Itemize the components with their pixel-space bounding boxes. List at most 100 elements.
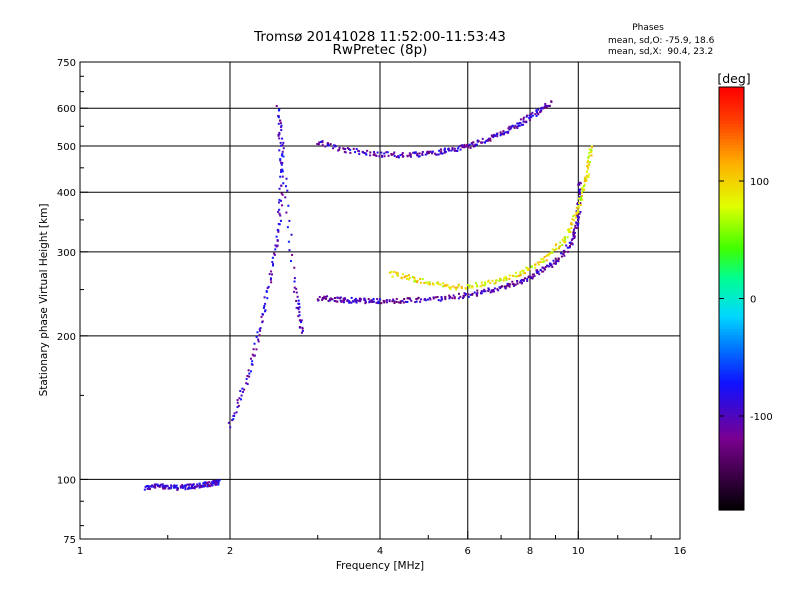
- echo-point: [421, 277, 424, 280]
- echo-point: [508, 274, 511, 277]
- echo-point: [471, 293, 474, 296]
- echo-point: [587, 156, 590, 159]
- echo-point: [160, 483, 163, 486]
- echo-point: [334, 300, 337, 303]
- colorbar-segment: [719, 213, 744, 218]
- echo-point: [268, 273, 271, 276]
- echo-point: [393, 301, 396, 304]
- echo-point: [287, 240, 290, 243]
- echo-point: [463, 292, 466, 295]
- echo-point: [444, 150, 447, 153]
- colorbar-segment: [719, 222, 744, 227]
- echo-point: [278, 208, 281, 211]
- colorbar-segment: [719, 256, 744, 260]
- echo-point: [431, 150, 434, 153]
- echo-point: [338, 146, 341, 149]
- echo-point: [357, 149, 360, 152]
- echo-point: [471, 286, 474, 289]
- echo-point: [397, 155, 400, 158]
- colorbar-segment: [719, 428, 744, 433]
- echo-point: [354, 297, 357, 300]
- echo-point: [189, 487, 192, 490]
- echo-point: [326, 295, 329, 298]
- echo-point: [419, 300, 422, 303]
- echo-point: [236, 401, 239, 404]
- echo-point: [346, 300, 349, 303]
- colorbar-segment: [719, 168, 744, 173]
- colorbar-segment: [719, 386, 744, 390]
- echo-point: [540, 258, 543, 261]
- echo-point: [578, 191, 581, 194]
- echo-point: [316, 142, 319, 145]
- echo-point: [522, 269, 525, 272]
- y-tick-label: 600: [57, 104, 76, 115]
- echo-point: [401, 299, 404, 302]
- echo-point: [293, 277, 296, 280]
- echo-point: [419, 278, 422, 281]
- echo-point: [551, 248, 554, 251]
- echo-point: [466, 143, 469, 146]
- colorbar-segment: [719, 141, 744, 146]
- echo-point: [504, 287, 507, 290]
- echo-point: [288, 219, 291, 222]
- colorbar-segment: [719, 328, 744, 333]
- colorbar-segment: [719, 407, 744, 411]
- echo-point: [212, 480, 215, 483]
- echo-point: [588, 154, 591, 157]
- echo-point: [576, 209, 579, 212]
- echo-point: [458, 145, 461, 148]
- echo-point: [279, 214, 282, 217]
- echo-point: [436, 296, 439, 299]
- echo-point: [578, 183, 581, 186]
- echo-point: [431, 282, 434, 285]
- colorbar-segment: [719, 455, 744, 460]
- echo-point: [403, 298, 406, 301]
- echo-point: [491, 279, 494, 282]
- echo-point: [572, 215, 575, 218]
- echo-point: [246, 383, 249, 386]
- echo-point: [563, 250, 566, 253]
- echo-point: [570, 221, 573, 224]
- colorbar-segment: [719, 446, 744, 451]
- echo-point: [507, 131, 510, 134]
- echo-point: [148, 488, 151, 491]
- colorbar-segment: [719, 440, 744, 445]
- colorbar-segment: [719, 361, 744, 366]
- echo-point: [504, 276, 507, 279]
- echo-point: [277, 222, 280, 225]
- colorbar-segment: [719, 322, 744, 327]
- colorbar-segment: [719, 503, 744, 508]
- echo-point: [426, 298, 429, 301]
- echo-point: [450, 286, 453, 289]
- echo-point: [275, 104, 278, 107]
- echo-point: [516, 280, 519, 283]
- echo-point: [461, 297, 464, 300]
- echo-point: [392, 270, 395, 273]
- echo-point: [522, 123, 525, 126]
- echo-point: [359, 300, 362, 303]
- echo-point: [409, 153, 412, 156]
- echo-point: [318, 295, 321, 298]
- echo-point: [496, 288, 499, 291]
- echo-point: [444, 284, 447, 287]
- echo-point: [202, 482, 205, 485]
- echo-point: [455, 288, 458, 291]
- echo-point: [496, 132, 499, 135]
- echo-point: [484, 282, 487, 285]
- echo-point: [575, 211, 578, 214]
- echo-point: [585, 178, 588, 181]
- colorbar-segment: [719, 325, 744, 330]
- echo-point: [382, 299, 385, 302]
- echo-point: [293, 280, 296, 283]
- echo-point: [243, 388, 246, 391]
- echo-point: [508, 125, 511, 128]
- echo-point: [464, 287, 467, 290]
- echo-point: [457, 292, 460, 295]
- echo-point: [421, 152, 424, 155]
- colorbar-segment: [719, 488, 744, 493]
- echo-point: [578, 188, 581, 191]
- echo-point: [507, 127, 510, 130]
- colorbar-segment: [719, 174, 744, 179]
- echo-point: [408, 277, 411, 280]
- echo-point: [426, 152, 429, 155]
